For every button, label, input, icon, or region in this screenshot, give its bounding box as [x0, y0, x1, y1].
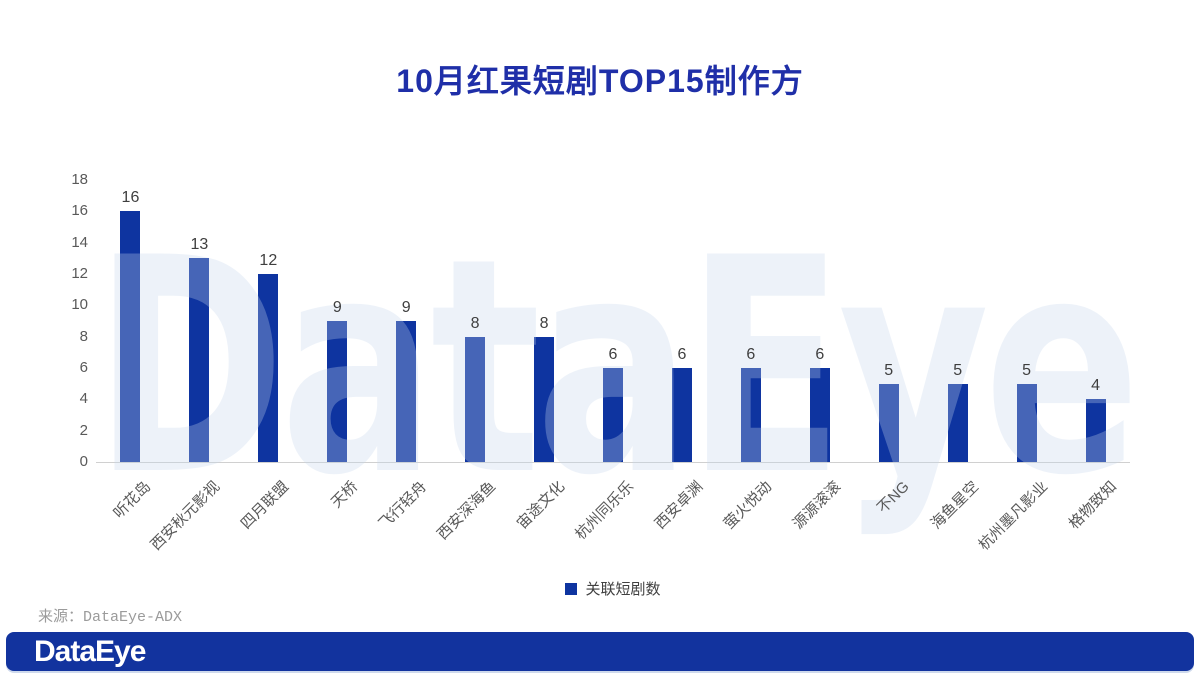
category-label: 西安卓渊 [651, 478, 707, 533]
bar [534, 336, 555, 462]
category-label: 听花岛 [110, 478, 155, 522]
bar [603, 368, 623, 462]
y-tick-label: 6 [79, 359, 88, 376]
dataeye-logo: DataEye [34, 634, 146, 668]
bar [396, 321, 417, 462]
bar [465, 336, 486, 462]
bar-value-label: 8 [470, 314, 480, 332]
category-label: 飞行轻舟 [375, 478, 431, 533]
category-label: 源源滚滚 [789, 478, 844, 533]
bar-value-label: 16 [121, 189, 140, 207]
y-tick-label: 4 [79, 390, 88, 408]
category-label: 杭州墨凡影业 [975, 478, 1051, 554]
legend-label: 关联短剧数 [585, 581, 661, 598]
y-tick-label: 14 [71, 233, 88, 251]
y-tick-label: 0 [79, 453, 88, 470]
bar [740, 368, 761, 462]
bar-value-label: 12 [259, 252, 278, 269]
bar [120, 211, 141, 462]
category-label: 四月联盟 [238, 478, 293, 533]
category-label: 格物致知 [1065, 478, 1120, 533]
bar-value-label: 5 [953, 361, 963, 379]
category-label: 天桥 [328, 478, 362, 512]
bar-value-label: 5 [884, 361, 894, 379]
y-tick-label: 2 [79, 421, 88, 439]
bar-value-label: 5 [1022, 361, 1032, 379]
category-label: 萤火悦动 [720, 478, 776, 533]
bar [809, 368, 830, 462]
y-tick-label: 16 [71, 202, 88, 220]
source-note: 来源：DataEye-ADX [38, 609, 183, 626]
y-tick-label: 18 [71, 171, 88, 188]
bar [947, 383, 968, 462]
bar-value-label: 6 [746, 346, 756, 363]
bar-value-label: 6 [815, 346, 825, 363]
category-label: 海鱼星空 [927, 478, 982, 533]
category-label: 不NG [874, 478, 913, 517]
bar [258, 274, 279, 462]
bar [878, 383, 899, 462]
legend-swatch [565, 582, 578, 595]
bar [327, 321, 348, 462]
bar-value-label: 6 [677, 346, 687, 363]
bar-value-label: 8 [539, 314, 549, 332]
chart-title: 10月红果短剧TOP15制作方 [396, 63, 804, 99]
bar [1085, 399, 1106, 462]
category-label: 西安秋元影视 [147, 478, 224, 554]
bar-value-label: 4 [1091, 377, 1100, 395]
category-label: 宙途文化 [513, 478, 569, 533]
footer-bar: DataEye [6, 632, 1194, 671]
bar [189, 258, 210, 462]
y-tick-label: 10 [71, 296, 88, 314]
legend: 关联短剧数 [96, 578, 1130, 599]
category-label: 杭州同乐乐 [572, 478, 638, 544]
y-tick-label: 8 [79, 327, 88, 345]
bar [1016, 383, 1037, 462]
category-label: 西安深海鱼 [434, 478, 500, 544]
bar-value-label: 9 [401, 299, 411, 316]
bar-value-label: 6 [608, 346, 618, 363]
bar-value-label: 9 [332, 299, 342, 316]
bar [671, 368, 692, 462]
y-tick-label: 12 [71, 265, 88, 282]
bar-value-label: 13 [190, 236, 209, 254]
x-axis-line [96, 462, 1130, 463]
